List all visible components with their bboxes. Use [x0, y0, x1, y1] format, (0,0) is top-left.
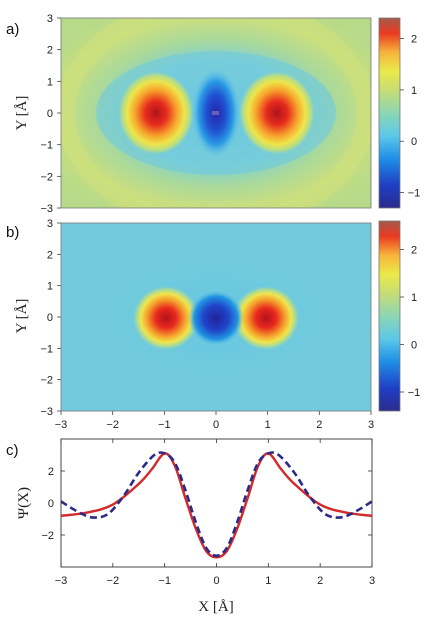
series-line-dashed: [60, 451, 373, 558]
panel-label-c: c): [6, 442, 19, 459]
y-axis-label-c: Ψ(X): [16, 487, 32, 519]
y-tick-label: 1: [47, 76, 53, 88]
y-tick-label: 0: [47, 312, 53, 324]
x-tick-label: 1: [265, 419, 271, 431]
y-tick-label: −3: [40, 203, 53, 215]
y-tick-label: 0: [47, 108, 53, 120]
y-axis-label-a: Y [Å]: [14, 96, 30, 131]
y-tick-label: −2: [40, 171, 53, 183]
x-tick-label: 0: [213, 419, 219, 431]
y-tick-label: 2: [47, 45, 53, 57]
colorbar-a: [378, 17, 401, 209]
colorbar-tick-label: 2: [411, 245, 417, 257]
y-ticks-a: −3 −2 −1 0 1 2 3: [40, 13, 61, 215]
x-tick-label: −3: [55, 575, 68, 587]
series-line-solid: [60, 452, 373, 559]
heatmap-panel-a: a) −3 −2 −1 0 1 2 3 Y [Å] −1 0 1 2: [6, 13, 420, 215]
x-tick-label: −3: [55, 419, 68, 431]
x-axis-label-c: X [Å]: [198, 599, 233, 615]
colorbar-tick-label: 1: [411, 292, 417, 304]
x-tick-label: 2: [317, 575, 323, 587]
colorbar-tick-label: 0: [411, 136, 417, 148]
x-tick-label: 3: [368, 419, 374, 431]
y-tick-label: −1: [40, 343, 53, 355]
colorbar-ticks-a: −1 0 1 2: [400, 34, 420, 200]
y-tick-label: 2: [47, 249, 53, 261]
y-tick-label: −1: [40, 140, 53, 152]
heatmap-b-peak-left: [132, 285, 200, 351]
y-tick-label: −2: [40, 375, 53, 387]
y-tick-label: 3: [47, 218, 53, 230]
x-tick-label: −2: [107, 575, 120, 587]
panel-label-b: b): [6, 224, 19, 241]
x-tick-label: −1: [158, 575, 171, 587]
heatmap-a-field: [61, 18, 371, 208]
line-panel-c: c) −2 0 2 −3 −2 −1 0 1 2 3 Ψ(X) X [Å]: [6, 438, 375, 615]
y-ticks-c: −2 0 2: [41, 466, 372, 542]
y-axis-label-b: Y [Å]: [14, 299, 30, 334]
colorbar-ticks-b: −1 0 1 2: [400, 245, 421, 399]
colorbar-tick-label: −1: [408, 188, 421, 200]
x-ticks-b: −3 −2 −1 0 1 2 3: [55, 411, 374, 431]
x-tick-label: 2: [316, 419, 322, 431]
heatmap-a-peak-left: [118, 71, 194, 155]
y-ticks-b: −3 −2 −1 0 1 2 3: [40, 218, 61, 418]
y-tick-label: 2: [48, 466, 54, 478]
colorbar-tick-label: −1: [408, 387, 421, 399]
colorbar-tick-label: 0: [411, 340, 417, 352]
heatmap-a-peak-right: [239, 71, 315, 155]
colorbar-tick-label: 1: [411, 85, 417, 97]
x-ticks-c: −3 −2 −1 0 1 2 3: [55, 439, 375, 587]
colorbar-tick-label: 2: [411, 34, 417, 46]
x-tick-label: 1: [265, 575, 271, 587]
plot-area-c: [60, 438, 373, 568]
x-tick-label: 0: [213, 575, 219, 587]
panel-label-a: a): [6, 21, 19, 38]
curves-c: [60, 451, 373, 559]
y-tick-label: −3: [40, 406, 53, 418]
y-tick-label: 0: [48, 498, 54, 510]
x-tick-label: −2: [106, 419, 119, 431]
y-tick-label: 3: [47, 13, 53, 25]
heatmap-b-field: [61, 223, 371, 411]
y-tick-label: 1: [47, 281, 53, 293]
heatmap-panel-b: b) −3 −2 −1 0 1 2 3 −3 −2 −1 0 1 2 3 Y [Å] −1 0 1 2: [6, 218, 420, 431]
colorbar-b: [378, 220, 401, 412]
x-tick-label: −1: [158, 419, 171, 431]
heatmap-b-peak-right: [232, 285, 300, 351]
y-tick-label: −2: [41, 530, 54, 542]
heatmap-b-trough-center: [188, 290, 244, 346]
x-tick-label: 3: [369, 575, 375, 587]
